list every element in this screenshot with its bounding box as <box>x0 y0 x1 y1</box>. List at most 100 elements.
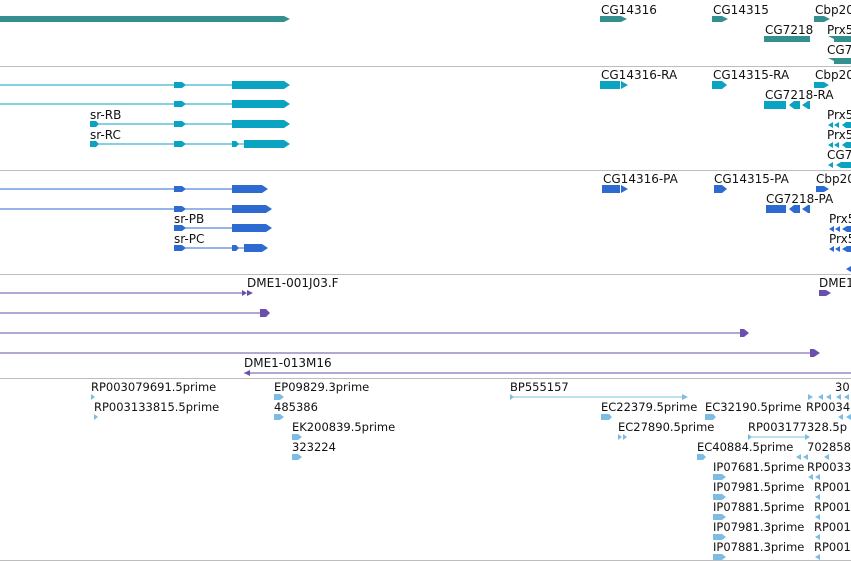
est-label[interactable]: RP001 <box>814 540 851 554</box>
transcript-sr-ra <box>0 81 290 89</box>
est-label[interactable]: RP0034 <box>806 400 851 414</box>
est-label[interactable]: EC22379.5prime <box>601 400 698 414</box>
est-label[interactable]: EP09829.3prime <box>274 380 370 394</box>
est-feature <box>826 394 831 400</box>
transcript-prx5-a <box>828 122 851 128</box>
est-label[interactable]: IP07981.5prime <box>713 480 805 494</box>
est-feature <box>818 394 823 400</box>
est-feature <box>815 514 820 520</box>
est-feature <box>808 394 813 400</box>
transcript-label[interactable]: sr-RC <box>90 128 121 142</box>
protein-prx5-b <box>829 246 851 252</box>
gene-track: CG14316 CG14315 Cbp20 CG7218 Prx5 CG7 <box>0 0 851 66</box>
clone-label[interactable]: DME1-001J03.F <box>247 276 339 290</box>
protein-sr-pa <box>0 185 268 193</box>
est-feature <box>713 474 726 480</box>
est-label[interactable]: 702858 <box>807 440 851 454</box>
est-track: RP003079691.5prime EP09829.3prime BP5551… <box>0 379 851 562</box>
est-label[interactable]: BP555157 <box>510 380 569 394</box>
clone-feature <box>0 309 270 317</box>
est-feature <box>815 534 820 540</box>
gene-feature-prx5 <box>828 36 851 42</box>
clone-track-features[interactable] <box>0 275 851 378</box>
est-label[interactable]: IP07681.5prime <box>713 460 805 474</box>
est-feature <box>815 474 820 480</box>
est-label[interactable]: 30 <box>835 380 850 394</box>
transcript-label[interactable]: CG14316-RA <box>601 68 678 82</box>
est-label[interactable]: RP003177328.5p <box>748 420 848 434</box>
est-label[interactable]: EC32190.5prime <box>705 400 802 414</box>
transcript-label[interactable]: CG14315-RA <box>713 68 790 82</box>
est-feature <box>815 494 820 500</box>
protein-track: CG14316-PA CG14315-PA Cbp20 CG7218-PA sr… <box>0 171 851 274</box>
protein-label[interactable]: Prx5 <box>829 212 851 226</box>
est-feature <box>796 454 801 460</box>
est-label[interactable]: EC27890.5prime <box>618 420 715 434</box>
est-label[interactable]: RP001 <box>814 480 851 494</box>
protein-label[interactable]: Cbp20 <box>816 172 851 186</box>
transcript-cg14316-ra <box>600 81 628 89</box>
est-feature <box>713 514 726 520</box>
transcript-sr-rb <box>90 120 290 128</box>
est-label[interactable]: EC40884.5prime <box>697 440 794 454</box>
protein-label[interactable]: CG14316-PA <box>603 172 678 186</box>
gene-label[interactable]: CG14315 <box>713 3 769 17</box>
est-label[interactable]: IP07881.5prime <box>713 500 805 514</box>
protein-cbp20 <box>816 186 829 192</box>
gene-label[interactable]: Cbp20 <box>815 3 851 17</box>
transcript-track-features[interactable] <box>0 67 851 170</box>
est-feature <box>292 434 302 440</box>
protein-cg14316-pa <box>602 185 628 193</box>
clone-dme1-001j03-f <box>0 290 253 296</box>
transcript-label[interactable]: Cbp20 <box>815 68 851 82</box>
est-label[interactable]: RP001 <box>814 500 851 514</box>
est-label[interactable]: IP07881.3prime <box>713 540 805 554</box>
est-feature <box>618 434 622 440</box>
est-label[interactable]: EK200839.5prime <box>292 420 396 434</box>
est-feature <box>713 554 726 560</box>
track-divider <box>0 378 851 379</box>
transcript-cg14315-ra <box>712 81 727 89</box>
est-label[interactable]: RP003079691.5prime <box>91 380 217 394</box>
clone-label[interactable]: DME1-013M16 <box>244 356 332 370</box>
clone-label[interactable]: DME1 <box>819 276 851 290</box>
gene-label[interactable]: CG14316 <box>601 3 657 17</box>
transcript-label[interactable]: CG7 <box>827 148 851 162</box>
track-divider <box>0 170 851 171</box>
protein-label[interactable]: Prx5 <box>829 232 851 246</box>
protein-label[interactable]: CG14315-PA <box>714 172 789 186</box>
gene-feature-cg7 <box>828 58 851 64</box>
est-feature <box>803 454 808 460</box>
protein-track-features[interactable] <box>0 171 851 274</box>
gene-label[interactable]: CG7218 <box>765 23 814 37</box>
transcript-label[interactable]: sr-RB <box>90 108 122 122</box>
protein-sr-pc <box>174 244 268 252</box>
est-feature <box>601 414 612 420</box>
est-label[interactable]: RP0033 <box>807 460 851 474</box>
est-label[interactable]: RP001 <box>814 520 851 534</box>
protein-label[interactable]: sr-PB <box>174 212 205 226</box>
est-feature <box>808 474 813 480</box>
transcript-label[interactable]: CG7218-RA <box>765 88 834 102</box>
est-feature <box>844 394 849 400</box>
transcript-label[interactable]: Prx5 <box>827 108 851 122</box>
est-track-features[interactable] <box>0 379 851 562</box>
transcript-label[interactable]: Prx5 <box>827 128 851 142</box>
gene-feature-cg7218 <box>764 36 810 42</box>
clone-track: DME1-001J03.F DME1 DME1-013M16 <box>0 275 851 378</box>
clone-feature <box>0 329 749 337</box>
est-label[interactable]: 323224 <box>292 440 336 454</box>
transcript-sr-rc <box>90 140 290 148</box>
gene-label[interactable]: Prx5 <box>827 23 851 37</box>
est-label[interactable]: 485386 <box>274 400 318 414</box>
gene-label[interactable]: CG7 <box>827 43 851 57</box>
protein-label[interactable]: sr-PC <box>174 232 205 246</box>
transcript-cbp20 <box>814 82 829 88</box>
protein-label[interactable]: CG7218-PA <box>766 192 834 206</box>
est-feature <box>836 394 841 400</box>
gene-track-features[interactable] <box>0 0 851 66</box>
est-feature <box>824 454 829 460</box>
est-label[interactable]: IP07981.3prime <box>713 520 805 534</box>
est-label[interactable]: RP003133815.5prime <box>94 400 220 414</box>
